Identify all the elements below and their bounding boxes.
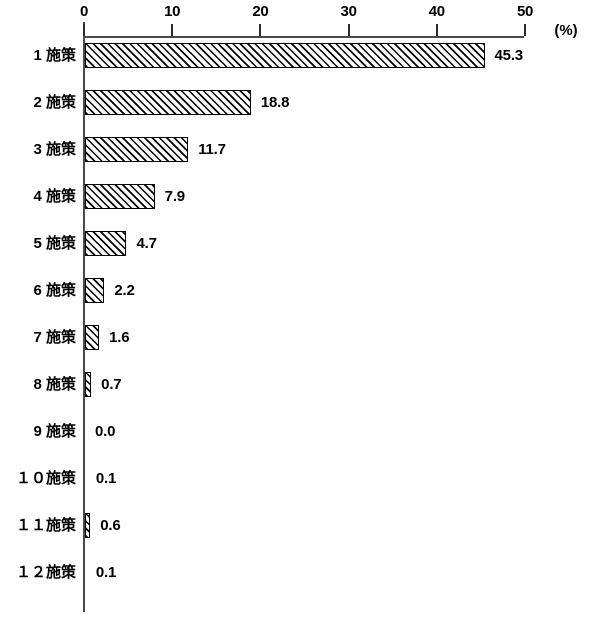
value-label: 11.7 [198, 141, 226, 158]
x-axis-tick-label: 30 [340, 3, 357, 20]
bar-row: 2 施策 18.8 [0, 90, 600, 137]
x-axis-tick-label: 40 [428, 3, 445, 20]
bar-row: 6 施策 2.2 [0, 278, 600, 325]
x-axis-tick-label: 10 [164, 3, 181, 20]
value-label: 18.8 [260, 94, 290, 111]
bar-row: 8 施策 0.7 [0, 372, 600, 419]
unit-label: (%) [554, 22, 578, 39]
bar-row: 4 施策 7.9 [0, 184, 600, 231]
x-axis-tick-50 [524, 24, 526, 36]
bar-row: 3 施策 11.7 [0, 137, 600, 184]
category-label: 5 施策 [33, 235, 76, 252]
category-label: １２施策 [15, 564, 76, 581]
category-label: 4 施策 [33, 188, 76, 205]
bar [85, 231, 127, 256]
bar-row: 7 施策 1.6 [0, 325, 600, 372]
x-axis-tick-40 [435, 24, 438, 36]
bar [85, 184, 155, 209]
value-label: 45.3 [494, 47, 524, 64]
x-axis-tick-label: 0 [79, 3, 89, 20]
bar-row: 9 施策 0.0 [0, 419, 600, 466]
value-label: 4.7 [136, 235, 157, 252]
x-axis-tick-10 [171, 24, 174, 36]
bar [85, 278, 105, 303]
value-label: 0.1 [95, 564, 117, 581]
bar-row: １０施策 0.1 [0, 466, 600, 513]
value-label: 0.0 [95, 423, 116, 440]
bar [85, 513, 91, 538]
bar [85, 325, 100, 350]
category-label: １０施策 [15, 470, 76, 487]
category-label: 7 施策 [33, 329, 76, 346]
category-label: 8 施策 [33, 376, 76, 393]
x-axis-tick-label: 20 [252, 3, 269, 20]
x-axis-tick-20 [259, 24, 262, 36]
category-label: 9 施策 [33, 423, 76, 440]
category-label: 2 施策 [33, 94, 76, 111]
bar [85, 372, 92, 397]
value-label: 1.6 [109, 329, 130, 346]
value-label: 0.1 [95, 470, 117, 487]
x-axis-tick-0 [83, 24, 85, 36]
category-label: 1 施策 [33, 47, 76, 64]
value-label: 0.7 [101, 376, 122, 393]
bar-row: １２施策 0.1 [0, 560, 600, 607]
bar [85, 137, 189, 162]
category-label: １１施策 [15, 517, 76, 534]
bar [85, 43, 485, 68]
y-axis-line [83, 22, 85, 612]
x-axis-tick-label: 50 [516, 3, 534, 20]
bar-row: 5 施策 4.7 [0, 231, 600, 278]
bar-row: １１施策 0.6 [0, 513, 600, 560]
x-axis-line [83, 36, 524, 38]
category-label: 6 施策 [33, 282, 76, 299]
bar [85, 90, 251, 115]
value-label: 0.6 [100, 517, 121, 534]
value-label: 2.2 [114, 282, 135, 299]
category-label: 3 施策 [33, 141, 76, 158]
x-axis-tick-30 [347, 24, 350, 36]
bar-row: 1 施策 45.3 [0, 43, 600, 90]
value-label: 7.9 [164, 188, 185, 205]
